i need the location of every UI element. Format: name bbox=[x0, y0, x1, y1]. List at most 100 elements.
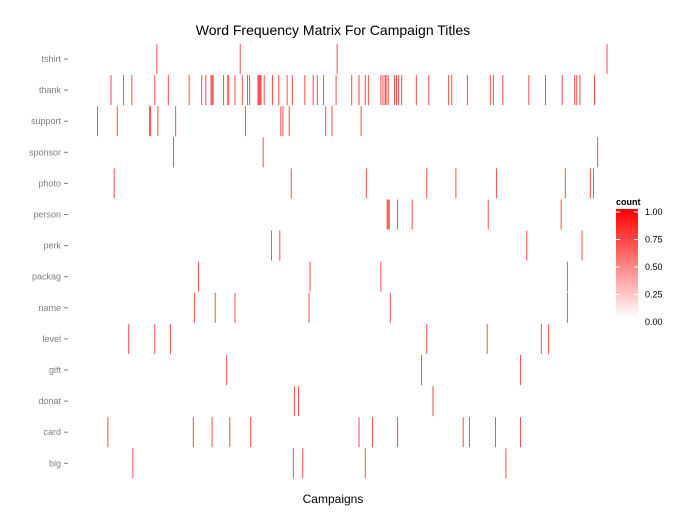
heatmap-cell-sponsor-503 bbox=[597, 137, 599, 168]
heatmap-cell-level-456 bbox=[548, 323, 550, 354]
heatmap-cell-support-248 bbox=[331, 106, 333, 137]
heatmap-cell-support-98 bbox=[175, 106, 177, 137]
y-tick-label-tshirt: tshirt bbox=[41, 54, 61, 64]
heatmap-cell-thank-310 bbox=[396, 75, 398, 106]
y-tick-label-donat: donat bbox=[38, 396, 61, 406]
legend-tick-label: 1.00 bbox=[645, 207, 663, 217]
heatmap-cell-thank-486 bbox=[579, 75, 581, 106]
legend-tick-label: 0.75 bbox=[645, 235, 663, 245]
heatmap-cell-name-116 bbox=[193, 292, 195, 323]
y-tick-label-name: name bbox=[38, 303, 61, 313]
heatmap-cell-thank-133 bbox=[211, 75, 213, 106]
heatmap-cell-thank-162 bbox=[241, 75, 243, 106]
heatmap-cell-support-165 bbox=[244, 106, 246, 137]
heatmap-cell-thank-234 bbox=[316, 75, 318, 106]
legend-tick-label: 0.00 bbox=[645, 317, 663, 327]
heatmap-cell-tshirt-80 bbox=[156, 44, 158, 74]
heatmap-cell-thank-360 bbox=[448, 75, 450, 106]
y-tick-label-big: big bbox=[49, 458, 61, 468]
heatmap-cell-thank-169 bbox=[249, 75, 251, 106]
y-tick-label-gift: gift bbox=[49, 365, 62, 375]
heatmap-cell-card-311 bbox=[397, 417, 399, 448]
heatmap-cell-name-136 bbox=[214, 292, 216, 323]
heatmap-cell-packag-474 bbox=[566, 261, 568, 292]
heatmap-cell-support-201 bbox=[282, 106, 284, 137]
heatmap-cell-sponsor-96 bbox=[173, 137, 175, 168]
heatmap-cell-thank-469 bbox=[561, 75, 563, 106]
y-tick-label-level: level bbox=[42, 334, 61, 344]
heatmap-cell-thank-167 bbox=[247, 75, 249, 106]
heatmap-cell-perk-435 bbox=[526, 230, 528, 261]
heatmap-cell-support-81 bbox=[157, 106, 159, 137]
heatmap-cell-person-301 bbox=[386, 199, 388, 230]
heatmap-cell-packag-227 bbox=[309, 261, 311, 292]
heatmap-cell-gift-147 bbox=[226, 355, 228, 385]
heatmap-cell-thank-210 bbox=[291, 75, 293, 106]
legend-tick-label: 0.25 bbox=[645, 290, 663, 300]
heatmap-cell-thank-111 bbox=[188, 75, 190, 106]
heatmap-cell-photo-499 bbox=[592, 168, 594, 199]
heatmap-cell-thank-123 bbox=[201, 75, 203, 106]
heatmap-cell-level-93 bbox=[169, 323, 171, 354]
heatmap-cell-photo-472 bbox=[564, 168, 566, 199]
heatmap-cell-support-74 bbox=[150, 106, 152, 137]
legend-title: count bbox=[616, 197, 641, 207]
heatmap-cell-thank-149 bbox=[228, 75, 230, 106]
chart-title: Word Frequency Matrix For Campaign Title… bbox=[196, 22, 470, 38]
heatmap-cell-thank-91 bbox=[167, 75, 169, 106]
heatmap-cell-person-303 bbox=[388, 199, 390, 230]
heatmap-cell-name-155 bbox=[234, 292, 236, 323]
heatmap-cell-thank-177 bbox=[257, 75, 259, 106]
heatmap-cell-big-57 bbox=[132, 448, 134, 479]
heatmap-cell-thank-481 bbox=[574, 75, 576, 106]
heatmap-cell-thank-302 bbox=[387, 75, 389, 106]
heatmap-cell-level-339 bbox=[426, 323, 428, 354]
heatmap-cell-person-325 bbox=[411, 199, 413, 230]
heatmap-cell-thank-230 bbox=[312, 75, 314, 106]
heatmap-cell-tshirt-253 bbox=[336, 44, 338, 74]
heatmap-cell-thank-205 bbox=[286, 75, 288, 106]
heatmap-cell-support-242 bbox=[325, 106, 327, 137]
heatmap-cell-level-397 bbox=[486, 323, 488, 354]
heatmap-cell-perk-190 bbox=[270, 230, 272, 261]
heatmap-cell-thank-48 bbox=[123, 75, 125, 106]
heatmap-cell-support-207 bbox=[288, 106, 290, 137]
heatmap-cell-photo-39 bbox=[113, 168, 115, 199]
heatmap-cell-thank-222 bbox=[304, 75, 306, 106]
heatmap-cell-card-380 bbox=[468, 417, 470, 448]
heatmap-cell-thank-280 bbox=[364, 75, 366, 106]
y-axis: tshirt thank support sponsor photo person perk… bbox=[29, 54, 68, 468]
heatmap-cell-thank-178 bbox=[258, 75, 260, 106]
heatmap-cell-card-115 bbox=[192, 417, 194, 448]
heatmap-cell-thank-144 bbox=[223, 75, 225, 106]
heatmap-cell-thank-400 bbox=[489, 75, 491, 106]
heatmap-cell-tshirt-512 bbox=[606, 44, 608, 74]
heatmap-cell-card-33 bbox=[107, 417, 109, 448]
heatmap-cell-name-304 bbox=[389, 292, 391, 323]
heatmap-cell-card-274 bbox=[358, 417, 360, 448]
heatmap-cell-thank-148 bbox=[227, 75, 229, 106]
heatmap-cell-tshirt-160 bbox=[239, 44, 241, 74]
heatmap-cell-perk-488 bbox=[581, 230, 583, 261]
heatmap-cell-card-287 bbox=[372, 417, 374, 448]
heatmap-cell-name-226 bbox=[308, 292, 310, 323]
heatmap-cell-thank-453 bbox=[545, 75, 547, 106]
legend-tick-label: 0.50 bbox=[645, 262, 663, 272]
heatmap-cell-thank-240 bbox=[323, 75, 325, 106]
heatmap-cell-level-53 bbox=[128, 323, 130, 354]
heatmap-cell-level-78 bbox=[154, 323, 156, 354]
heatmap-cell-person-311 bbox=[397, 199, 399, 230]
heatmap-cell-thank-412 bbox=[502, 75, 504, 106]
heatmap-cell-thank-127 bbox=[205, 75, 207, 106]
heatmap-cell-thank-274 bbox=[358, 75, 360, 106]
heatmap-cell-thank-378 bbox=[466, 75, 468, 106]
heatmap-cell-thank-403 bbox=[492, 75, 494, 106]
heatmap-cell-card-133 bbox=[211, 417, 213, 448]
heatmap-cell-big-220 bbox=[302, 448, 304, 479]
heatmap-cell-thank-363 bbox=[451, 75, 453, 106]
heatmap-cell-card-374 bbox=[462, 417, 464, 448]
heatmap-cell-support-73 bbox=[149, 106, 151, 137]
heatmap-cell-thank-437 bbox=[528, 75, 530, 106]
heatmap-cell-name-474 bbox=[566, 292, 568, 323]
